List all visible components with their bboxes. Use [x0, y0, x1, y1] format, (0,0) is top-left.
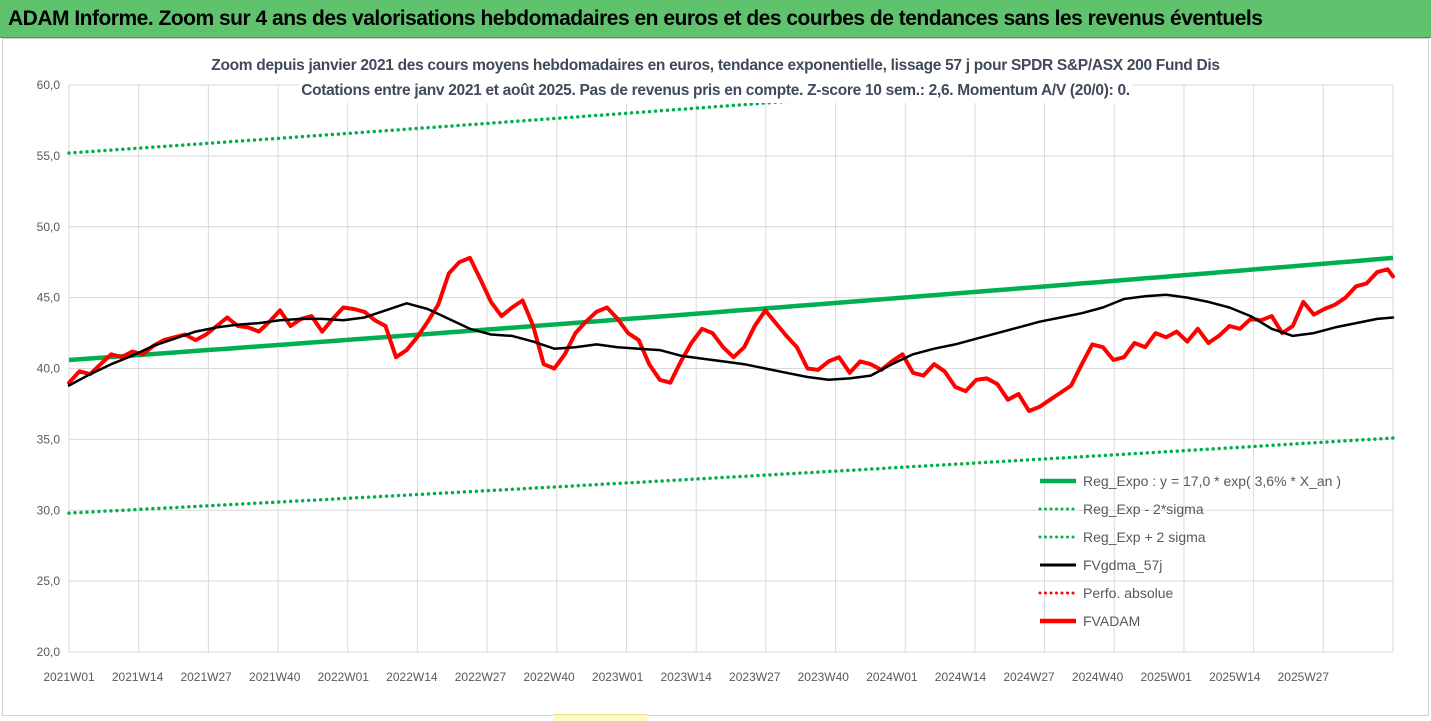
legend-label: Reg_Exp - 2*sigma	[1083, 501, 1204, 517]
x-tick-label: 2025W01	[1140, 670, 1192, 684]
y-tick-label: 25,0	[37, 574, 61, 588]
x-tick-label: 2025W14	[1209, 670, 1261, 684]
report-title: ADAM Informe. Zoom sur 4 ans des valoris…	[8, 7, 1263, 30]
legend-label: FVADAM	[1083, 613, 1140, 629]
x-tick-label: 2021W01	[43, 670, 95, 684]
sheet-tab-stub	[553, 714, 648, 721]
report-banner: ADAM Informe. Zoom sur 4 ans des valoris…	[0, 0, 1431, 38]
y-tick-label: 50,0	[37, 220, 61, 234]
legend-label: Perfo. absolue	[1083, 585, 1173, 601]
x-tick-label: 2025W27	[1278, 670, 1330, 684]
x-tick-label: 2023W27	[729, 670, 781, 684]
x-tick-label: 2022W27	[455, 670, 507, 684]
y-tick-label: 45,0	[37, 291, 61, 305]
lower-band-line	[67, 436, 1395, 515]
y-tick-label: 55,0	[37, 149, 61, 163]
legend-label: Reg_Exp + 2 sigma	[1083, 529, 1206, 545]
x-tick-label: 2023W40	[798, 670, 850, 684]
y-tick-label: 30,0	[37, 503, 61, 517]
x-tick-label: 2023W14	[660, 670, 712, 684]
x-tick-label: 2023W01	[592, 670, 644, 684]
x-tick-label: 2024W01	[866, 670, 918, 684]
chart-area	[2, 38, 1429, 716]
y-tick-label: 20,0	[37, 645, 61, 659]
x-tick-label: 2021W14	[112, 670, 164, 684]
x-tick-label: 2024W14	[935, 670, 987, 684]
fvgdma-line	[67, 293, 1395, 387]
y-tick-label: 35,0	[37, 432, 61, 446]
chart-title-line-1: Zoom depuis janvier 2021 des cours moyen…	[209, 53, 1222, 78]
x-tick-label: 2022W40	[523, 670, 575, 684]
x-tick-label: 2024W27	[1003, 670, 1055, 684]
x-tick-label: 2021W40	[249, 670, 301, 684]
x-tick-label: 2022W01	[318, 670, 370, 684]
upper-band-line	[67, 85, 1030, 155]
y-tick-label: 60,0	[37, 78, 61, 92]
chart-title-line-2: Cotations entre janv 2021 et août 2025. …	[299, 78, 1132, 103]
y-tick-label: 40,0	[37, 362, 61, 376]
chart-title: Zoom depuis janvier 2021 des cours moyen…	[0, 53, 1431, 103]
x-tick-label: 2024W40	[1072, 670, 1124, 684]
x-tick-label: 2022W14	[386, 670, 438, 684]
legend-label: Reg_Expo : y = 17,0 * exp( 3,6% * X_an )	[1083, 473, 1341, 489]
x-tick-label: 2021W27	[180, 670, 232, 684]
legend-label: FVgdma_57j	[1083, 557, 1162, 573]
fvadam-line	[67, 255, 1395, 413]
trend-line	[68, 255, 1394, 363]
